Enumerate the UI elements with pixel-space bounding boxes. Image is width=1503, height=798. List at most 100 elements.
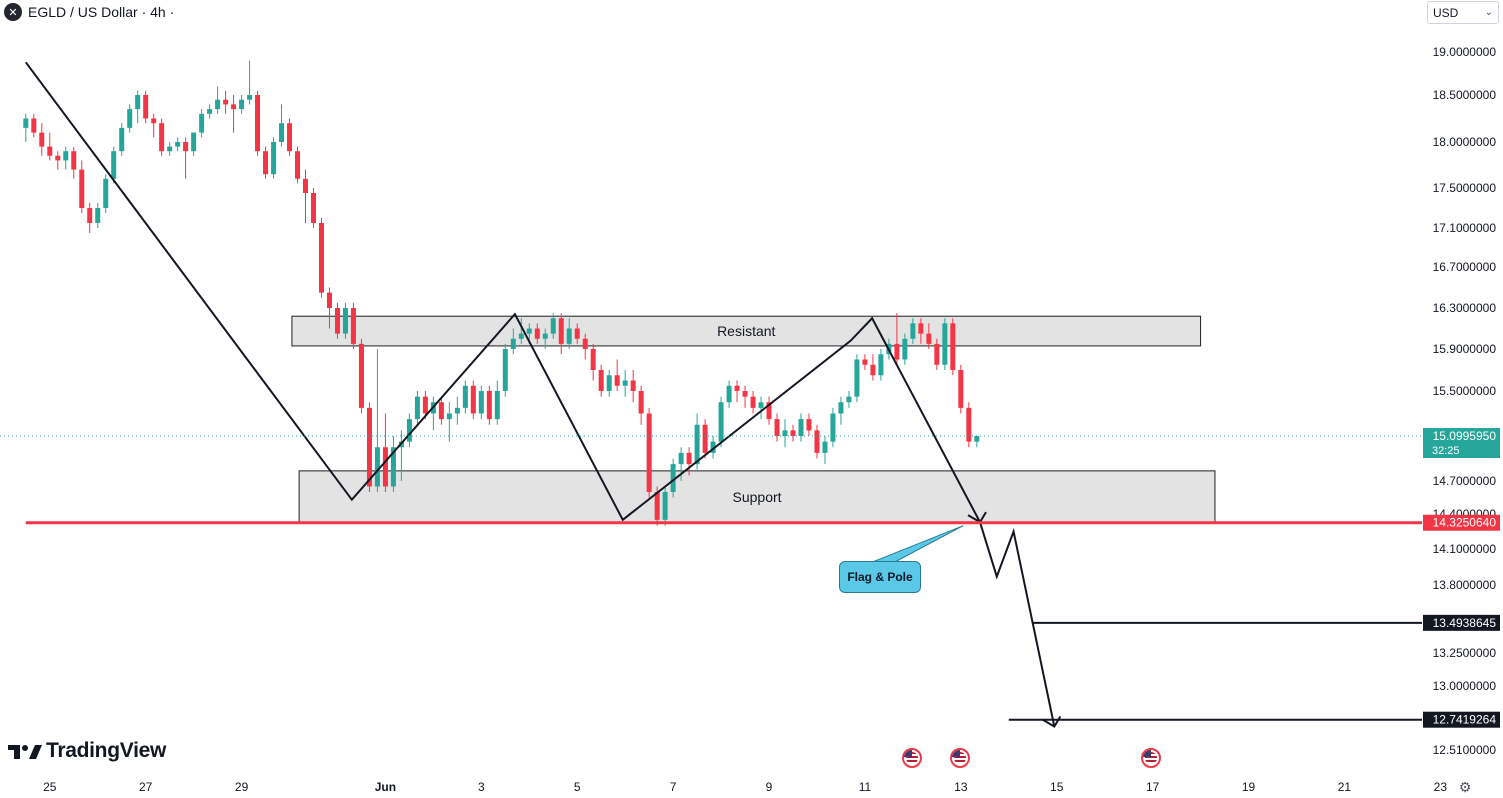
candle-body[interactable]: [534, 328, 540, 339]
candle-body[interactable]: [758, 402, 764, 408]
candle-body[interactable]: [686, 452, 692, 465]
candle-body[interactable]: [614, 375, 620, 386]
candle-body[interactable]: [774, 419, 780, 436]
candle-body[interactable]: [966, 407, 972, 442]
candle-body[interactable]: [183, 142, 189, 152]
candle-body[interactable]: [590, 349, 596, 370]
candle-body[interactable]: [311, 193, 316, 223]
candle-body[interactable]: [750, 396, 756, 408]
zone-resistant[interactable]: [291, 315, 1202, 347]
candle-body[interactable]: [478, 391, 484, 414]
candle-body[interactable]: [814, 430, 820, 453]
candle-body[interactable]: [950, 323, 956, 370]
candle-body[interactable]: [694, 424, 700, 465]
candle-body[interactable]: [119, 127, 125, 152]
candle-body[interactable]: [414, 396, 420, 420]
candle-body[interactable]: [846, 396, 852, 403]
candle-body[interactable]: [263, 151, 269, 175]
candle-body[interactable]: [350, 308, 356, 344]
candle-body[interactable]: [798, 419, 804, 436]
candle-body[interactable]: [510, 338, 516, 349]
candle-body[interactable]: [742, 391, 748, 397]
candle-body[interactable]: [366, 407, 372, 487]
candle-body[interactable]: [582, 338, 588, 349]
candle-body[interactable]: [654, 492, 660, 520]
candle-body[interactable]: [342, 308, 348, 334]
candle-body[interactable]: [87, 208, 93, 223]
candle-body[interactable]: [830, 413, 836, 442]
candle-body[interactable]: [894, 343, 900, 360]
candle-body[interactable]: [862, 359, 868, 365]
candle-body[interactable]: [558, 318, 564, 344]
candle-body[interactable]: [806, 419, 812, 431]
candle-body[interactable]: [71, 151, 77, 170]
candle-body[interactable]: [838, 402, 844, 414]
candle-body[interactable]: [502, 349, 508, 391]
candle-body[interactable]: [470, 385, 476, 414]
candle-body[interactable]: [159, 123, 165, 152]
candle-body[interactable]: [638, 391, 644, 414]
candle-body[interactable]: [135, 95, 141, 110]
candle-body[interactable]: [718, 402, 724, 442]
currency-selector[interactable]: USD ⌄: [1427, 1, 1499, 24]
candle-body[interactable]: [910, 323, 916, 339]
candle-body[interactable]: [406, 419, 412, 442]
candle-body[interactable]: [191, 132, 197, 152]
candle-body[interactable]: [167, 146, 173, 152]
candle-body[interactable]: [918, 323, 924, 334]
candle-body[interactable]: [23, 118, 29, 128]
candle-body[interactable]: [790, 430, 796, 436]
candle-body[interactable]: [574, 328, 580, 339]
candle-body[interactable]: [870, 364, 876, 376]
zone-support[interactable]: [298, 470, 1216, 524]
candle-body[interactable]: [422, 396, 428, 414]
candle-body[interactable]: [934, 343, 940, 365]
candle-body[interactable]: [454, 407, 460, 414]
candle-body[interactable]: [782, 430, 788, 436]
candle-body[interactable]: [302, 178, 308, 193]
candle-body[interactable]: [494, 391, 500, 420]
candle-body[interactable]: [646, 413, 652, 493]
candle-body[interactable]: [79, 169, 85, 208]
candle-body[interactable]: [287, 123, 293, 152]
candle-body[interactable]: [902, 338, 908, 360]
candle-body[interactable]: [47, 146, 53, 156]
candle-body[interactable]: [678, 452, 684, 465]
candle-body[interactable]: [358, 343, 364, 408]
candle-body[interactable]: [726, 385, 732, 403]
candle-body[interactable]: [438, 402, 444, 420]
gear-icon[interactable]: ⚙: [1458, 778, 1472, 795]
candle-body[interactable]: [550, 318, 556, 334]
egld-logo-icon[interactable]: ✕: [4, 3, 22, 21]
candle-body[interactable]: [598, 370, 604, 391]
candle-body[interactable]: [822, 441, 828, 453]
candle-body[interactable]: [518, 333, 524, 339]
candle-body[interactable]: [446, 413, 452, 420]
candle-body[interactable]: [143, 95, 149, 119]
candle-body[interactable]: [526, 328, 532, 334]
candle-body[interactable]: [279, 123, 285, 142]
candle-body[interactable]: [175, 142, 181, 147]
candle-body[interactable]: [670, 464, 676, 492]
candle-body[interactable]: [215, 99, 221, 110]
candle-body[interactable]: [39, 132, 45, 147]
candle-body[interactable]: [239, 99, 245, 110]
candle-body[interactable]: [207, 109, 213, 114]
candle-body[interactable]: [622, 380, 628, 386]
candle-body[interactable]: [854, 359, 860, 397]
candle-body[interactable]: [247, 95, 253, 100]
candle-body[interactable]: [271, 142, 277, 175]
candle-body[interactable]: [942, 323, 948, 365]
candle-body[interactable]: [127, 109, 133, 128]
candle-body[interactable]: [878, 354, 884, 376]
candle-body[interactable]: [974, 436, 980, 442]
candle-body[interactable]: [334, 308, 340, 334]
candle-body[interactable]: [486, 391, 492, 420]
tradingview-logo[interactable]: TradingView: [8, 739, 166, 763]
candle-body[interactable]: [326, 292, 332, 308]
pattern-path-line[interactable]: [24, 61, 1056, 727]
candle-body[interactable]: [390, 447, 396, 487]
us-event-flag-icon[interactable]: [1141, 748, 1161, 768]
flag-pole-callout[interactable]: Flag & Pole: [839, 561, 921, 593]
candle-body[interactable]: [710, 441, 716, 453]
